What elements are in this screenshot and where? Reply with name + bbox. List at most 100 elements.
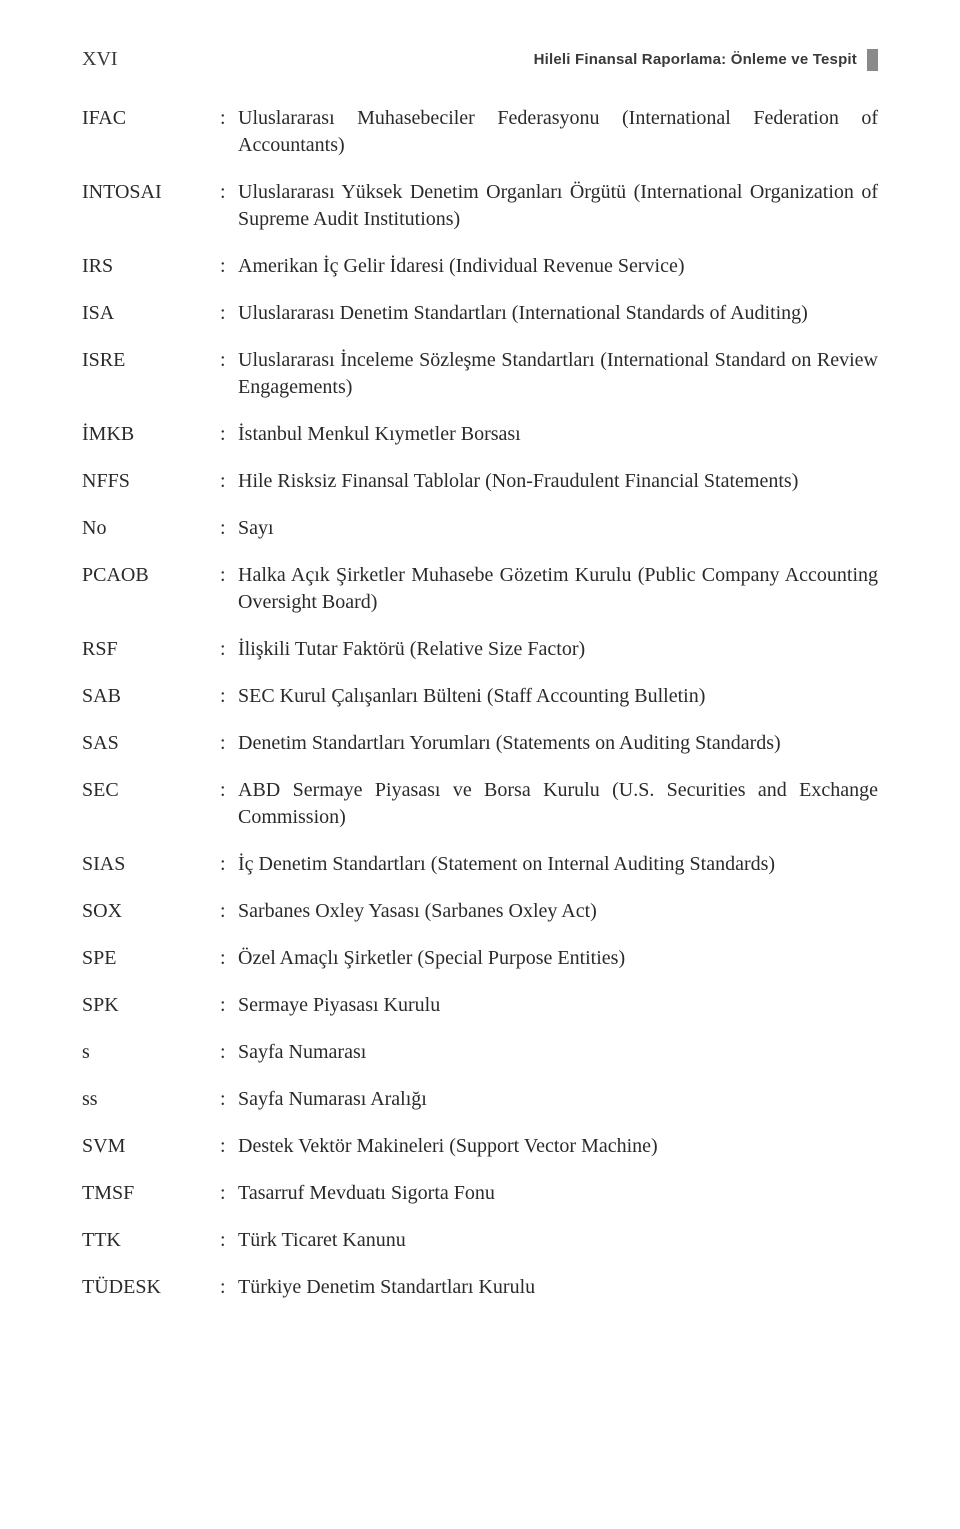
definition-text: Türkiye Denetim Standartları Kurulu	[238, 1274, 535, 1301]
abbreviation-definition: :Sermaye Piyasası Kurulu	[220, 992, 878, 1019]
header-marker-icon	[867, 49, 878, 71]
abbreviation-entry: TÜDESK:Türkiye Denetim Standartları Kuru…	[82, 1274, 878, 1301]
abbreviation-definition: :Sayfa Numarası	[220, 1039, 878, 1066]
colon-separator: :	[220, 1274, 238, 1301]
abbreviation-definition: :Uluslararası Denetim Standartları (Inte…	[220, 300, 878, 327]
colon-separator: :	[220, 421, 238, 448]
abbreviation-entry: İMKB:İstanbul Menkul Kıymetler Borsası	[82, 421, 878, 448]
colon-separator: :	[220, 898, 238, 925]
abbreviation-entry: RSF:İlişkili Tutar Faktörü (Relative Siz…	[82, 636, 878, 663]
definition-text: İç Denetim Standartları (Statement on In…	[238, 851, 775, 878]
abbreviation-term: IFAC	[82, 105, 220, 132]
abbreviation-entry: SEC:ABD Sermaye Piyasası ve Borsa Kurulu…	[82, 777, 878, 831]
colon-separator: :	[220, 347, 238, 374]
colon-separator: :	[220, 1180, 238, 1207]
colon-separator: :	[220, 253, 238, 280]
definition-text: Sayfa Numarası	[238, 1039, 366, 1066]
abbreviation-term: SVM	[82, 1133, 220, 1160]
abbreviation-definition: :Tasarruf Mevduatı Sigorta Fonu	[220, 1180, 878, 1207]
abbreviation-definition: :İç Denetim Standartları (Statement on I…	[220, 851, 878, 878]
abbreviation-term: PCAOB	[82, 562, 220, 589]
colon-separator: :	[220, 179, 238, 206]
definition-text: Amerikan İç Gelir İdaresi (Individual Re…	[238, 253, 684, 280]
abbreviation-definition: :Uluslararası İnceleme Sözleşme Standart…	[220, 347, 878, 401]
abbreviation-definition: :Amerikan İç Gelir İdaresi (Individual R…	[220, 253, 878, 280]
definition-text: ABD Sermaye Piyasası ve Borsa Kurulu (U.…	[238, 777, 878, 831]
abbreviation-term: SOX	[82, 898, 220, 925]
abbreviation-term: SPK	[82, 992, 220, 1019]
abbreviation-term: SPE	[82, 945, 220, 972]
abbreviation-entry: SAB:SEC Kurul Çalışanları Bülteni (Staff…	[82, 683, 878, 710]
colon-separator: :	[220, 1227, 238, 1254]
colon-separator: :	[220, 1133, 238, 1160]
colon-separator: :	[220, 562, 238, 589]
colon-separator: :	[220, 515, 238, 542]
definition-text: Hile Risksiz Finansal Tablolar (Non-Frau…	[238, 468, 798, 495]
abbreviation-term: TTK	[82, 1227, 220, 1254]
abbreviation-definition: :ABD Sermaye Piyasası ve Borsa Kurulu (U…	[220, 777, 878, 831]
abbreviation-definition: :İstanbul Menkul Kıymetler Borsası	[220, 421, 878, 448]
abbreviation-term: NFFS	[82, 468, 220, 495]
colon-separator: :	[220, 468, 238, 495]
abbreviation-entry: IRS:Amerikan İç Gelir İdaresi (Individua…	[82, 253, 878, 280]
abbreviation-entry: SIAS:İç Denetim Standartları (Statement …	[82, 851, 878, 878]
abbreviation-definition: :Hile Risksiz Finansal Tablolar (Non-Fra…	[220, 468, 878, 495]
abbreviation-entry: SAS:Denetim Standartları Yorumları (Stat…	[82, 730, 878, 757]
abbreviation-term: SAB	[82, 683, 220, 710]
abbreviation-entry: INTOSAI:Uluslararası Yüksek Denetim Orga…	[82, 179, 878, 233]
colon-separator: :	[220, 683, 238, 710]
definition-text: Özel Amaçlı Şirketler (Special Purpose E…	[238, 945, 625, 972]
abbreviation-list: IFAC:Uluslararası Muhasebeciler Federasy…	[82, 105, 878, 1301]
abbreviation-entry: TMSF:Tasarruf Mevduatı Sigorta Fonu	[82, 1180, 878, 1207]
abbreviation-entry: NFFS:Hile Risksiz Finansal Tablolar (Non…	[82, 468, 878, 495]
abbreviation-definition: :Sayfa Numarası Aralığı	[220, 1086, 878, 1113]
abbreviation-definition: :Denetim Standartları Yorumları (Stateme…	[220, 730, 878, 757]
abbreviation-entry: SPK:Sermaye Piyasası Kurulu	[82, 992, 878, 1019]
definition-text: SEC Kurul Çalışanları Bülteni (Staff Acc…	[238, 683, 705, 710]
abbreviation-entry: PCAOB:Halka Açık Şirketler Muhasebe Göze…	[82, 562, 878, 616]
abbreviation-term: SAS	[82, 730, 220, 757]
definition-text: Halka Açık Şirketler Muhasebe Gözetim Ku…	[238, 562, 878, 616]
abbreviation-term: SIAS	[82, 851, 220, 878]
abbreviation-entry: SOX:Sarbanes Oxley Yasası (Sarbanes Oxle…	[82, 898, 878, 925]
colon-separator: :	[220, 730, 238, 757]
abbreviation-entry: ISRE:Uluslararası İnceleme Sözleşme Stan…	[82, 347, 878, 401]
definition-text: Denetim Standartları Yorumları (Statemen…	[238, 730, 781, 757]
definition-text: Uluslararası Denetim Standartları (Inter…	[238, 300, 808, 327]
abbreviation-entry: SVM:Destek Vektör Makineleri (Support Ve…	[82, 1133, 878, 1160]
abbreviation-term: RSF	[82, 636, 220, 663]
page-number: XVI	[82, 48, 118, 71]
abbreviation-definition: :Türk Ticaret Kanunu	[220, 1227, 878, 1254]
header-right: Hileli Finansal Raporlama: Önleme ve Tes…	[534, 49, 878, 71]
colon-separator: :	[220, 851, 238, 878]
abbreviation-term: ss	[82, 1086, 220, 1113]
definition-text: Sermaye Piyasası Kurulu	[238, 992, 440, 1019]
abbreviation-definition: :Türkiye Denetim Standartları Kurulu	[220, 1274, 878, 1301]
abbreviation-term: TÜDESK	[82, 1274, 220, 1301]
definition-text: Sayı	[238, 515, 274, 542]
abbreviation-term: ISA	[82, 300, 220, 327]
colon-separator: :	[220, 945, 238, 972]
abbreviation-definition: :Sarbanes Oxley Yasası (Sarbanes Oxley A…	[220, 898, 878, 925]
colon-separator: :	[220, 1039, 238, 1066]
colon-separator: :	[220, 105, 238, 132]
abbreviation-term: TMSF	[82, 1180, 220, 1207]
definition-text: Destek Vektör Makineleri (Support Vector…	[238, 1133, 658, 1160]
definition-text: Uluslararası İnceleme Sözleşme Standartl…	[238, 347, 878, 401]
abbreviation-definition: :Uluslararası Muhasebeciler Federasyonu …	[220, 105, 878, 159]
definition-text: Uluslararası Yüksek Denetim Organları Ör…	[238, 179, 878, 233]
colon-separator: :	[220, 636, 238, 663]
abbreviation-definition: :Destek Vektör Makineleri (Support Vecto…	[220, 1133, 878, 1160]
abbreviation-definition: :SEC Kurul Çalışanları Bülteni (Staff Ac…	[220, 683, 878, 710]
abbreviation-definition: :Uluslararası Yüksek Denetim Organları Ö…	[220, 179, 878, 233]
abbreviation-entry: No:Sayı	[82, 515, 878, 542]
definition-text: Sayfa Numarası Aralığı	[238, 1086, 427, 1113]
abbreviation-definition: :Halka Açık Şirketler Muhasebe Gözetim K…	[220, 562, 878, 616]
abbreviation-entry: SPE:Özel Amaçlı Şirketler (Special Purpo…	[82, 945, 878, 972]
abbreviation-term: IRS	[82, 253, 220, 280]
book-title: Hileli Finansal Raporlama: Önleme ve Tes…	[534, 51, 857, 68]
abbreviation-definition: :Sayı	[220, 515, 878, 542]
abbreviation-term: INTOSAI	[82, 179, 220, 206]
abbreviation-entry: IFAC:Uluslararası Muhasebeciler Federasy…	[82, 105, 878, 159]
abbreviation-term: s	[82, 1039, 220, 1066]
